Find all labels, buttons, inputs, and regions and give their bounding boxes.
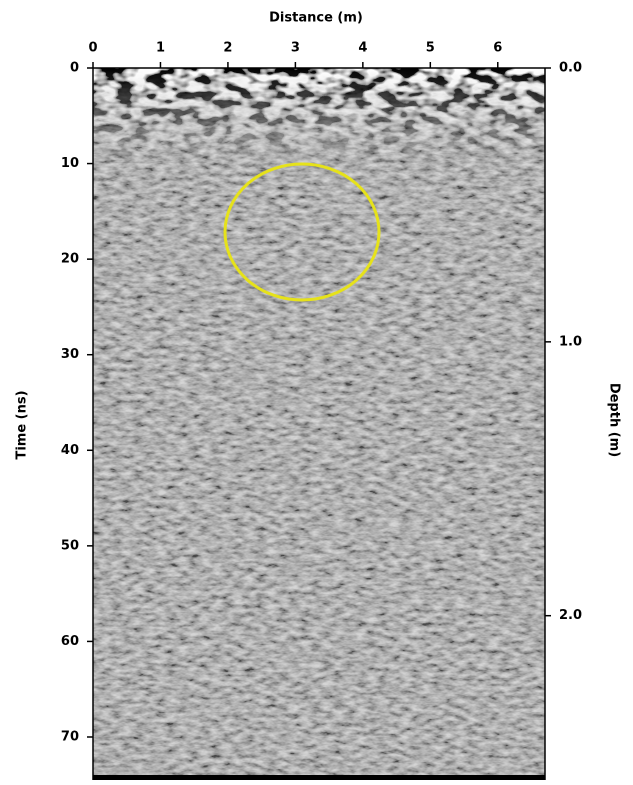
y-tick-label: 10 xyxy=(61,156,79,171)
x-tick-label: 6 xyxy=(493,41,502,56)
x-tick-label: 4 xyxy=(358,41,367,56)
y-tick-label: 40 xyxy=(61,443,79,458)
highlight-ellipse xyxy=(223,162,381,302)
x-tick-label: 1 xyxy=(156,41,165,56)
y-tick-label: 20 xyxy=(61,252,79,267)
y-tick-label: 0 xyxy=(70,61,79,76)
x-tick-label: 5 xyxy=(426,41,435,56)
y-tick-label: 70 xyxy=(61,729,79,744)
y2-tick-label: 0.0 xyxy=(559,61,582,76)
y2-axis-label: Depth (m) xyxy=(607,383,622,457)
x-tick-label: 2 xyxy=(223,41,232,56)
y-tick-label: 60 xyxy=(61,634,79,649)
y-tick-label: 30 xyxy=(61,347,79,362)
x-tick-label: 0 xyxy=(88,41,97,56)
x-axis-label: Distance (m) xyxy=(269,11,363,26)
y2-tick-label: 1.0 xyxy=(559,334,582,349)
x-tick-label: 3 xyxy=(291,41,300,56)
y2-tick-label: 2.0 xyxy=(559,608,582,623)
radargram-image xyxy=(93,68,545,780)
y-tick-label: 50 xyxy=(61,538,79,553)
y-axis-label: Time (ns) xyxy=(15,390,30,459)
